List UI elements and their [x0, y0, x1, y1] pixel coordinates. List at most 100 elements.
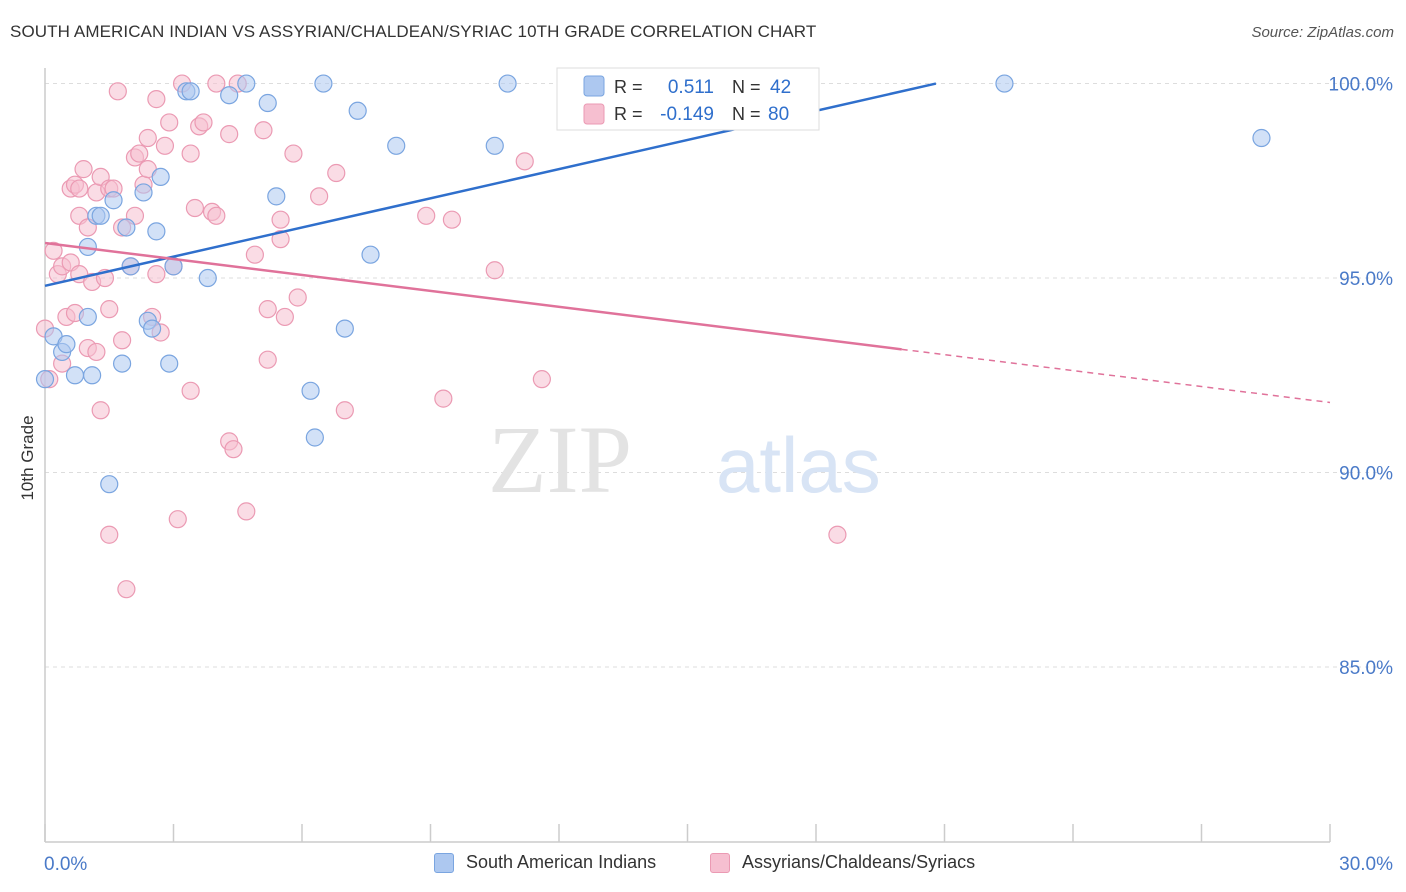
y-tick-label: 95.0% [1339, 269, 1393, 290]
point-assyrians [74, 160, 93, 179]
point-assyrians [220, 125, 239, 144]
point-assyrians [147, 90, 166, 109]
trend-line-assyrians [44, 241, 902, 351]
point-assyrians [100, 525, 119, 544]
point-south-american [258, 93, 277, 113]
legend-item-south-american[interactable]: South American Indians [434, 852, 656, 873]
point-south-american [104, 191, 123, 210]
y-axis-label: 10th Grade [18, 415, 37, 500]
x-tick-label: 0.0% [44, 854, 87, 875]
legend-n-label-pink: N = [732, 104, 761, 124]
point-south-american [78, 307, 97, 327]
point-south-american [220, 86, 239, 105]
legend-label-assyrians: Assyrians/Chaldeans/Syriacs [742, 852, 976, 872]
legend-r-label-pink: R = [614, 104, 643, 124]
point-assyrians [181, 144, 200, 163]
point-assyrians [284, 144, 303, 163]
point-south-american [301, 381, 320, 400]
point-assyrians [100, 300, 119, 319]
chart-title: SOUTH AMERICAN INDIAN VS ASSYRIAN/CHALDE… [10, 22, 817, 41]
point-south-american [237, 74, 256, 93]
point-south-american [117, 218, 136, 237]
point-assyrians [147, 265, 166, 284]
legend-r-value-pink: -0.149 [660, 104, 714, 125]
point-assyrians [108, 82, 127, 101]
point-assyrians [112, 331, 132, 350]
point-south-american [361, 245, 380, 264]
point-assyrians [275, 307, 294, 327]
point-south-american [142, 319, 162, 338]
point-assyrians [310, 187, 329, 206]
source-credit: Source: ZipAtlas.com [1251, 24, 1394, 41]
point-assyrians [237, 502, 256, 521]
point-south-american [485, 136, 504, 155]
grid-lines [45, 83, 1380, 668]
point-assyrians [181, 381, 200, 400]
point-south-american [348, 101, 367, 120]
point-assyrians [288, 288, 307, 307]
series-legend: South American Indians Assyrians/Chaldea… [0, 852, 1406, 878]
point-assyrians [271, 230, 290, 249]
point-south-american [83, 366, 102, 385]
point-assyrians [185, 198, 205, 218]
point-south-american [314, 74, 333, 93]
point-south-american [112, 354, 132, 373]
point-assyrians [138, 128, 157, 148]
series-assyrians-points [35, 74, 847, 599]
point-south-american [65, 366, 85, 385]
point-assyrians [258, 350, 277, 369]
y-tick-label: 85.0% [1339, 658, 1393, 679]
point-assyrians [327, 163, 346, 183]
point-assyrians [258, 300, 277, 319]
x-tick-label: 30.0% [1339, 854, 1393, 875]
legend-r-value-blue: 0.511 [668, 77, 714, 98]
point-south-american [1252, 128, 1271, 148]
point-assyrians [91, 401, 110, 420]
point-assyrians [160, 113, 179, 132]
point-assyrians [245, 245, 264, 264]
point-south-american [335, 319, 354, 338]
legend-swatch-blue [583, 75, 605, 97]
point-south-american [305, 428, 324, 447]
point-assyrians [434, 389, 453, 408]
trend-line-assyrians-extension [901, 348, 1331, 404]
tick-labels: 100.0% 95.0% 90.0% 85.0% 0.0% 30.0% [44, 75, 1393, 875]
point-assyrians [335, 401, 354, 420]
watermark-atlas: atlas [716, 421, 881, 509]
point-assyrians [207, 74, 226, 93]
point-south-american [35, 370, 55, 389]
watermark: ZIP atlas [488, 406, 881, 513]
point-south-american [91, 206, 110, 225]
axes [44, 68, 1331, 843]
point-south-american [198, 268, 217, 288]
legend-swatch-pink [583, 103, 605, 125]
point-assyrians [515, 152, 534, 171]
stats-legend: R = 0.511 N = 42 R = -0.149 N = 80 [556, 67, 820, 131]
point-assyrians [44, 241, 63, 260]
watermark-zip: ZIP [488, 406, 632, 513]
point-assyrians [130, 144, 149, 163]
legend-n-value-pink: 80 [768, 104, 789, 125]
point-assyrians [207, 206, 226, 225]
point-assyrians [70, 179, 89, 198]
point-assyrians [117, 580, 136, 599]
point-south-american [995, 74, 1014, 93]
point-assyrians [442, 210, 462, 229]
point-south-american [100, 475, 119, 494]
point-south-american [134, 183, 153, 202]
legend-item-assyrians[interactable]: Assyrians/Chaldeans/Syriacs [710, 852, 975, 873]
point-assyrians [87, 342, 106, 362]
legend-n-value-blue: 42 [770, 77, 791, 98]
y-tick-label: 100.0% [1329, 75, 1394, 96]
legend-swatch-assyrians [710, 852, 730, 873]
point-south-american [160, 354, 179, 373]
legend-label-south-american: South American Indians [466, 852, 657, 872]
point-assyrians [168, 510, 187, 529]
point-assyrians [532, 370, 551, 389]
point-assyrians [485, 261, 504, 280]
y-tick-label: 90.0% [1339, 464, 1393, 485]
point-assyrians [155, 136, 175, 155]
point-south-american [387, 136, 406, 155]
point-south-american [181, 82, 200, 101]
